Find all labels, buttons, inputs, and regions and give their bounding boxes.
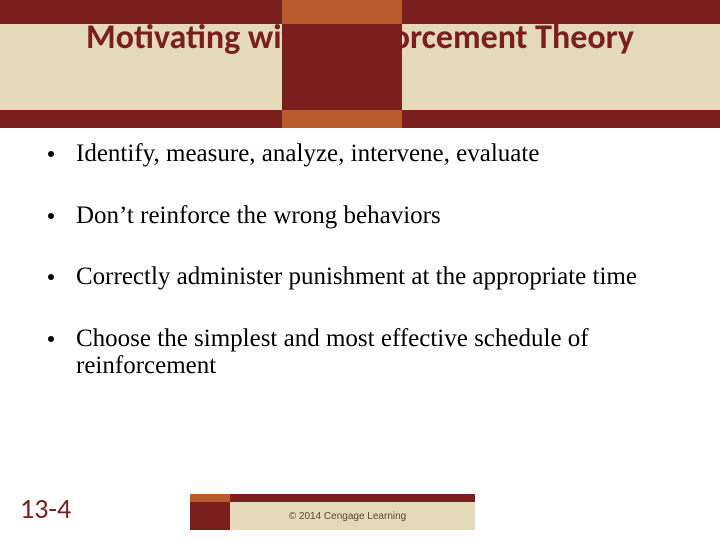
bullet-dot-icon xyxy=(48,274,54,280)
bullet-text: Correctly administer punishment at the a… xyxy=(76,263,680,291)
slide-header: Motivating with Reinforcement Theory xyxy=(0,0,720,128)
bullet-text: Don’t reinforce the wrong behaviors xyxy=(76,202,680,230)
bullet-dot-icon xyxy=(48,151,54,157)
bullet-item: Correctly administer punishment at the a… xyxy=(48,263,680,291)
slide-title: Motivating with Reinforcement Theory xyxy=(0,18,720,57)
header-underline-accent xyxy=(282,110,402,128)
bullet-item: Don’t reinforce the wrong behaviors xyxy=(48,202,680,230)
bullet-item: Identify, measure, analyze, intervene, e… xyxy=(48,140,680,168)
footer-top-accent xyxy=(190,494,230,502)
footer-top-main xyxy=(230,494,475,502)
footer-body-accent xyxy=(190,502,230,530)
slide-content: Identify, measure, analyze, intervene, e… xyxy=(48,140,680,414)
bullet-text: Identify, measure, analyze, intervene, e… xyxy=(76,140,680,168)
slide-number: 13-4 xyxy=(20,491,71,526)
bullet-dot-icon xyxy=(48,213,54,219)
copyright-text: © 2014 Cengage Learning xyxy=(259,511,406,522)
footer-decorative-block: © 2014 Cengage Learning xyxy=(190,494,475,530)
footer-top-stripe xyxy=(190,494,475,502)
bullet-text: Choose the simplest and most effective s… xyxy=(76,325,680,380)
footer-body: © 2014 Cengage Learning xyxy=(190,502,475,530)
bullet-dot-icon xyxy=(48,336,54,342)
slide-footer: 13-4 © 2014 Cengage Learning xyxy=(0,482,720,540)
bullet-item: Choose the simplest and most effective s… xyxy=(48,325,680,380)
